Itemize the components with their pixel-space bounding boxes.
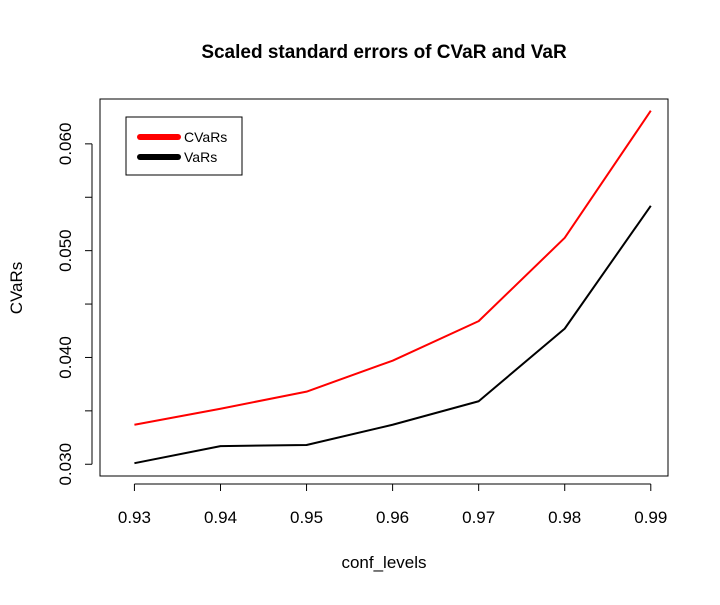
x-tick-label: 0.93: [118, 508, 151, 527]
x-tick-label: 0.98: [548, 508, 581, 527]
y-tick-label: 0.040: [56, 336, 75, 379]
x-tick-label: 0.94: [204, 508, 237, 527]
x-tick-label: 0.99: [634, 508, 667, 527]
y-tick-label: 0.050: [56, 229, 75, 272]
y-axis: 0.030 0.040 0.050 0.060: [56, 123, 93, 486]
y-tick-label: 0.060: [56, 123, 75, 166]
x-tick-label: 0.95: [290, 508, 323, 527]
x-tick-label: 0.96: [376, 508, 409, 527]
y-tick-label: 0.030: [56, 443, 75, 486]
series-lines: [134, 110, 652, 465]
legend-label-vars: VaRs: [184, 149, 217, 165]
y-axis-label: CVaRs: [7, 262, 26, 315]
x-axis: 0.93 0.94 0.95 0.96 0.97 0.98 0.99: [118, 483, 667, 527]
series-line-vars: [134, 205, 652, 465]
legend-label-cvars: CVaRs: [184, 129, 227, 145]
x-tick-label: 0.97: [462, 508, 495, 527]
legend: CVaRs VaRs: [125, 116, 243, 176]
legend-box: [125, 116, 243, 176]
x-axis-label: conf_levels: [341, 553, 426, 572]
plot-frame: [99, 98, 669, 477]
chart-title: Scaled standard errors of CVaR and VaR: [201, 42, 567, 63]
series-line-cvars: [134, 110, 652, 426]
